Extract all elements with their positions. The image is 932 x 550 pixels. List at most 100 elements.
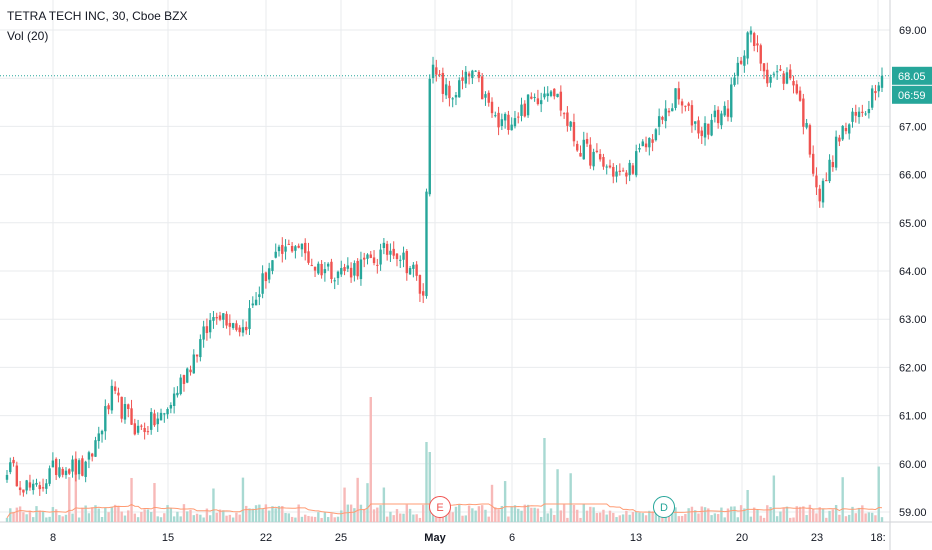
candle bbox=[261, 265, 264, 299]
volume-bar bbox=[864, 513, 867, 522]
volume-bar bbox=[41, 511, 45, 522]
event-label: E bbox=[436, 502, 443, 514]
candle bbox=[657, 108, 661, 136]
volume-legend[interactable]: Vol (20) bbox=[7, 29, 49, 43]
price-axis[interactable]: 59.00 60.00 61.00 62.00 63.00 64.00 65.00 66.00… bbox=[899, 25, 927, 519]
volume-bar bbox=[471, 508, 474, 522]
volume-bar bbox=[418, 517, 422, 522]
volume-bar bbox=[680, 515, 684, 522]
candle bbox=[202, 320, 205, 348]
candle bbox=[225, 311, 228, 329]
candle bbox=[621, 167, 625, 172]
volume-bar bbox=[363, 508, 366, 522]
volume-bar bbox=[218, 509, 222, 522]
candle bbox=[772, 71, 776, 78]
candle bbox=[97, 426, 100, 449]
candle bbox=[340, 260, 343, 277]
chart-legend: TETRA TECH INC, 30, Cboe BZX Vol (20) bbox=[7, 6, 188, 46]
candle bbox=[730, 77, 733, 122]
volume-bar bbox=[199, 514, 202, 522]
volume-bar bbox=[405, 504, 409, 522]
candle bbox=[654, 128, 658, 142]
volume-bar bbox=[526, 504, 530, 522]
candle bbox=[635, 144, 638, 178]
volume-bar bbox=[834, 505, 838, 522]
candle bbox=[389, 243, 392, 262]
volume-bar bbox=[707, 508, 710, 522]
candle bbox=[543, 86, 546, 100]
volume-bar bbox=[395, 509, 399, 522]
candle bbox=[189, 365, 192, 376]
event-marker-e[interactable]: E bbox=[429, 496, 451, 518]
volume-bar bbox=[848, 514, 851, 522]
candle bbox=[35, 478, 38, 487]
volume-bar bbox=[438, 516, 441, 522]
candle bbox=[94, 436, 97, 457]
candle bbox=[536, 89, 540, 106]
candle bbox=[526, 94, 530, 118]
candle bbox=[769, 74, 772, 88]
event-marker-d[interactable]: D bbox=[653, 496, 675, 518]
volume-bar bbox=[779, 511, 782, 522]
volume-bar bbox=[730, 506, 733, 522]
volume-bar bbox=[733, 506, 736, 522]
volume-bar bbox=[172, 516, 176, 522]
volume-bar bbox=[349, 504, 353, 522]
volume-bar bbox=[638, 512, 641, 522]
candle bbox=[405, 249, 409, 281]
candle bbox=[497, 106, 500, 136]
candle bbox=[254, 292, 258, 306]
volume-bar bbox=[51, 507, 55, 522]
candle bbox=[490, 97, 494, 118]
volume-bar bbox=[687, 508, 690, 522]
volume-bar bbox=[163, 513, 166, 522]
price-tick-label: 61.00 bbox=[899, 411, 927, 423]
volume-bar bbox=[641, 513, 644, 522]
volume-bar bbox=[631, 512, 635, 522]
volume-bar bbox=[58, 515, 61, 522]
candle bbox=[421, 283, 425, 304]
candles bbox=[5, 26, 884, 497]
candle bbox=[556, 93, 559, 98]
volume-bar bbox=[71, 513, 74, 522]
volume-bar bbox=[553, 514, 556, 522]
time-axis[interactable]: 8 15 22 25 May 6 13 20 23 18: bbox=[50, 532, 886, 544]
volume-bar bbox=[22, 512, 25, 522]
volume-bar bbox=[333, 517, 336, 522]
candle bbox=[628, 159, 631, 182]
candle bbox=[726, 100, 730, 122]
symbol-title[interactable]: TETRA TECH INC, 30, Cboe BZX bbox=[7, 9, 188, 23]
volume-bar bbox=[543, 438, 546, 522]
volume-bar bbox=[287, 513, 291, 522]
candle bbox=[566, 106, 569, 132]
candle bbox=[287, 239, 291, 245]
candle bbox=[625, 170, 628, 185]
candle bbox=[605, 164, 608, 175]
volume-bar bbox=[772, 475, 776, 522]
candle bbox=[864, 111, 867, 116]
volume-bar bbox=[32, 517, 35, 522]
volume-bar bbox=[110, 506, 114, 522]
candle bbox=[146, 426, 150, 435]
last-price-tag: 68.05 bbox=[892, 66, 932, 85]
volume-bar bbox=[300, 516, 304, 522]
volume-bar bbox=[795, 506, 798, 522]
price-tags: 68.05 06:59 bbox=[892, 66, 932, 104]
volume-bar bbox=[231, 517, 235, 522]
volume-bar bbox=[861, 505, 864, 522]
candle bbox=[281, 237, 284, 263]
volume-bar bbox=[64, 514, 68, 522]
volume-bar bbox=[18, 506, 22, 522]
volume-bar bbox=[313, 516, 317, 522]
candle bbox=[480, 73, 484, 100]
candle bbox=[110, 379, 114, 414]
volume-bar bbox=[566, 517, 569, 522]
volume-bar bbox=[694, 510, 697, 522]
candle bbox=[395, 252, 399, 267]
volume-bar bbox=[828, 510, 831, 522]
volume-bar bbox=[536, 508, 540, 522]
candle bbox=[372, 250, 376, 266]
volume-bar bbox=[808, 504, 812, 522]
